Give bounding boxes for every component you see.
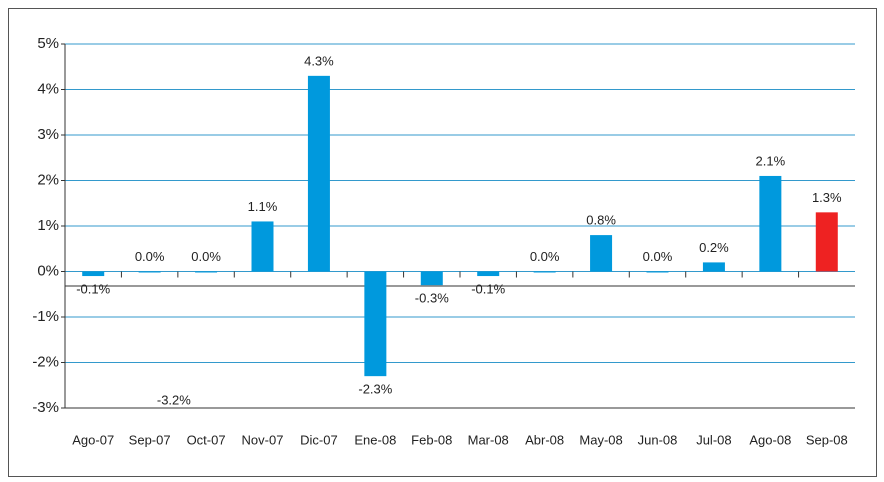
x-tick-label: Jun-08 (638, 432, 678, 447)
value-label: -0.3% (415, 291, 449, 306)
y-tick-label: 2% (37, 171, 59, 188)
x-tick-label: Abr-08 (525, 432, 564, 447)
y-tick-label: 1% (37, 217, 59, 234)
bar (138, 271, 161, 273)
frame (8, 8, 877, 477)
value-label: 0.0% (643, 249, 673, 264)
y-tick-label: 0% (37, 262, 59, 279)
value-label: 0.0% (530, 249, 560, 264)
y-tick-label: -1% (32, 308, 59, 325)
value-label: 1.1% (248, 199, 278, 214)
x-tick-label: Dic-07 (300, 432, 338, 447)
value-label: -0.1% (76, 281, 110, 296)
annotation: -3.2% (157, 392, 191, 407)
bar (307, 75, 330, 272)
y-tick-label: -2% (32, 353, 59, 370)
value-label: 0.0% (191, 249, 221, 264)
y-tick-label: 5% (37, 35, 59, 52)
x-tick-label: Nov-07 (242, 432, 284, 447)
bar (533, 271, 556, 273)
x-tick-label: Ago-07 (72, 432, 114, 447)
bar (646, 271, 669, 273)
bar (251, 221, 274, 272)
value-label: 0.8% (586, 213, 616, 228)
bar (82, 271, 105, 277)
y-tick-label: 4% (37, 80, 59, 97)
x-tick-label: Oct-07 (187, 432, 226, 447)
bar (759, 175, 782, 272)
value-label: 0.0% (135, 249, 165, 264)
value-label: 0.2% (699, 240, 729, 255)
x-tick-label: Sep-08 (806, 432, 848, 447)
bar (590, 235, 613, 272)
x-tick-label: Mar-08 (468, 432, 509, 447)
x-tick-label: Feb-08 (411, 432, 452, 447)
x-tick-label: May-08 (579, 432, 622, 447)
value-label: 4.3% (304, 53, 334, 68)
x-tick-label: Ago-08 (749, 432, 791, 447)
bar (702, 262, 725, 272)
x-tick-label: Jul-08 (696, 432, 731, 447)
bar (420, 271, 443, 286)
bar (195, 271, 218, 273)
value-label: -2.3% (358, 382, 392, 397)
x-tick-label: Ene-08 (354, 432, 396, 447)
value-label: 2.1% (756, 153, 786, 168)
bar (477, 271, 500, 277)
x-tick-label: Sep-07 (129, 432, 171, 447)
value-label: 1.3% (812, 190, 842, 205)
value-label: -0.1% (471, 281, 505, 296)
bar (815, 212, 838, 272)
bar (364, 271, 387, 377)
y-tick-label: -3% (32, 399, 59, 416)
y-tick-label: 3% (37, 126, 59, 143)
